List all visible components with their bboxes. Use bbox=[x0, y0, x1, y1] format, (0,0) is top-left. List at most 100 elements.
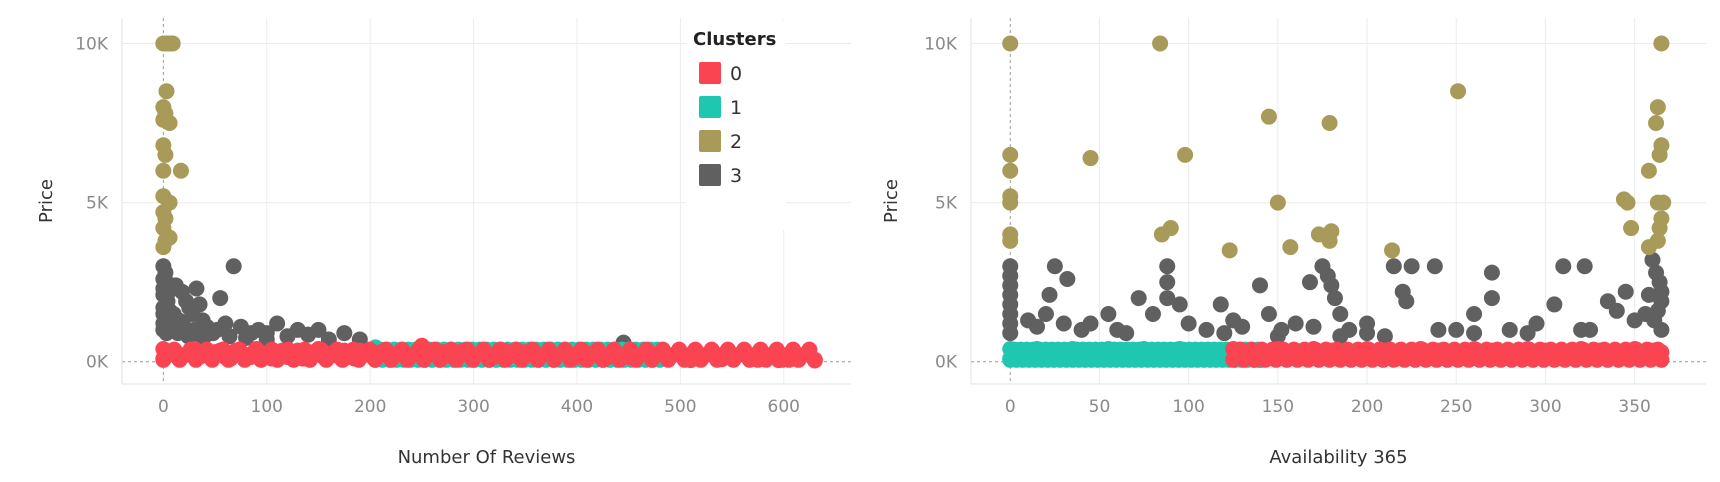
data-point bbox=[1519, 325, 1536, 342]
data-point bbox=[1301, 274, 1318, 291]
data-point bbox=[1573, 321, 1590, 338]
data-point bbox=[158, 325, 175, 342]
data-point bbox=[1426, 258, 1443, 275]
data-point bbox=[1029, 318, 1046, 335]
legend-swatch bbox=[699, 130, 721, 152]
data-point bbox=[1617, 283, 1634, 300]
data-point bbox=[1384, 242, 1401, 259]
data-point bbox=[1398, 293, 1415, 310]
data-point bbox=[1655, 194, 1672, 211]
x-tick-label: 300 bbox=[457, 397, 489, 417]
legend-label: 0 bbox=[730, 63, 742, 85]
y-tick-label: 10K bbox=[924, 34, 958, 54]
x-tick-label: 250 bbox=[1440, 397, 1472, 417]
data-point bbox=[1576, 258, 1593, 275]
data-point bbox=[180, 328, 197, 345]
data-point bbox=[1152, 35, 1169, 52]
y-tick-label: 0K bbox=[935, 353, 958, 373]
x-tick-label: 100 bbox=[251, 397, 283, 417]
data-point bbox=[1109, 321, 1126, 338]
data-point bbox=[1221, 242, 1238, 259]
data-point bbox=[1282, 239, 1299, 256]
data-point bbox=[1623, 220, 1640, 237]
data-point bbox=[1637, 305, 1654, 322]
data-point bbox=[1332, 305, 1349, 322]
data-point bbox=[1002, 194, 1019, 211]
data-point bbox=[1002, 35, 1019, 52]
data-point bbox=[212, 290, 229, 307]
data-point bbox=[209, 321, 226, 338]
x-axis-title: Number Of Reviews bbox=[398, 447, 576, 468]
data-point bbox=[1321, 232, 1338, 249]
series-cluster-0 bbox=[1225, 340, 1670, 368]
legend-label: 2 bbox=[730, 131, 742, 153]
data-point bbox=[221, 328, 238, 345]
legend-swatch bbox=[699, 96, 721, 118]
data-point bbox=[1269, 328, 1286, 345]
data-point bbox=[1212, 296, 1229, 313]
data-point bbox=[188, 280, 205, 297]
data-point bbox=[1177, 146, 1194, 163]
data-point bbox=[1252, 277, 1269, 294]
data-point bbox=[1651, 146, 1668, 163]
data-point bbox=[1323, 277, 1340, 294]
data-point bbox=[1448, 321, 1465, 338]
data-point bbox=[1651, 220, 1668, 237]
data-point bbox=[1198, 321, 1215, 338]
series-cluster-3 bbox=[155, 258, 632, 351]
data-point bbox=[1130, 290, 1147, 307]
data-point bbox=[1326, 290, 1343, 307]
legend-label: 3 bbox=[730, 165, 742, 187]
data-point bbox=[806, 351, 823, 368]
data-point bbox=[1216, 325, 1233, 342]
data-point bbox=[1653, 321, 1670, 338]
data-point bbox=[1430, 321, 1447, 338]
data-point bbox=[1483, 290, 1500, 307]
data-point bbox=[1608, 302, 1625, 319]
data-point bbox=[1041, 286, 1058, 303]
series-cluster-0 bbox=[155, 337, 823, 369]
x-tick-label: 0 bbox=[1005, 397, 1016, 417]
data-point bbox=[1180, 315, 1197, 332]
legend-swatch bbox=[699, 164, 721, 186]
data-point bbox=[172, 162, 189, 179]
data-point bbox=[1640, 239, 1657, 256]
data-point bbox=[1359, 325, 1376, 342]
series-cluster-1 bbox=[1002, 340, 1269, 369]
data-point bbox=[1260, 108, 1277, 125]
data-point bbox=[1403, 258, 1420, 275]
data-point bbox=[1055, 315, 1072, 332]
x-tick-label: 400 bbox=[561, 397, 593, 417]
data-point bbox=[1619, 194, 1636, 211]
x-tick-label: 150 bbox=[1262, 397, 1294, 417]
data-point bbox=[1640, 286, 1657, 303]
x-tick-label: 300 bbox=[1529, 397, 1561, 417]
data-point bbox=[1260, 305, 1277, 322]
data-point bbox=[1082, 315, 1099, 332]
data-point bbox=[1159, 258, 1176, 275]
data-point bbox=[1653, 351, 1670, 368]
legend-swatch bbox=[699, 62, 721, 84]
y-tick-label: 5K bbox=[935, 194, 958, 214]
legend-label: 1 bbox=[730, 97, 742, 119]
data-point bbox=[1269, 194, 1286, 211]
y-tick-label: 5K bbox=[86, 194, 109, 214]
data-point bbox=[1321, 115, 1338, 132]
series-cluster-2 bbox=[155, 35, 189, 256]
data-point bbox=[1649, 99, 1666, 116]
data-point bbox=[1466, 305, 1483, 322]
data-point bbox=[1082, 150, 1099, 167]
data-point bbox=[269, 315, 286, 332]
y-axis-title: Price bbox=[881, 179, 902, 223]
data-point bbox=[336, 325, 353, 342]
data-point bbox=[1171, 296, 1188, 313]
data-point bbox=[1002, 325, 1019, 342]
data-point bbox=[1046, 258, 1063, 275]
data-point bbox=[1653, 35, 1670, 52]
data-point bbox=[1483, 264, 1500, 281]
data-point bbox=[1159, 274, 1176, 291]
legend-item-3: 3 bbox=[699, 164, 742, 187]
data-point bbox=[1234, 318, 1251, 335]
series-cluster-2 bbox=[1002, 35, 1672, 259]
